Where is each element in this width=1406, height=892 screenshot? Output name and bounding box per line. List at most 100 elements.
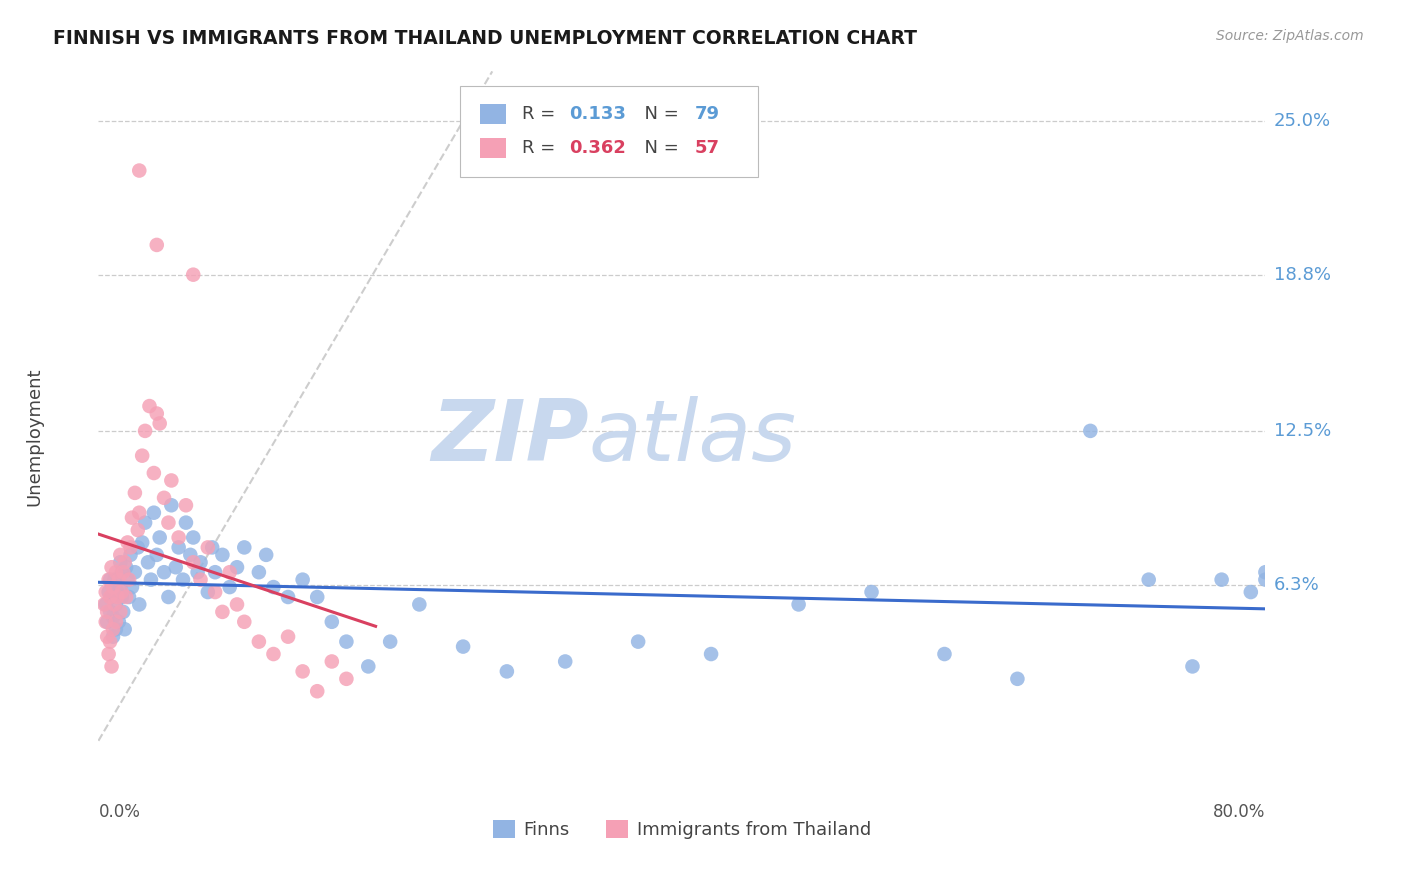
Point <box>97 647 120 661</box>
Point <box>146 548 169 562</box>
Text: 80.0%: 80.0% <box>1213 803 1265 821</box>
Point <box>211 548 233 562</box>
Point <box>211 605 233 619</box>
Point <box>100 659 122 673</box>
Point <box>190 573 212 587</box>
Text: 57: 57 <box>695 139 720 157</box>
Point <box>105 585 128 599</box>
Point <box>149 531 172 545</box>
Point <box>1254 573 1277 587</box>
Point <box>174 516 197 530</box>
Point <box>167 531 190 545</box>
Point <box>121 510 143 524</box>
Point <box>167 541 190 555</box>
Point <box>128 163 150 178</box>
Point <box>146 407 169 421</box>
Point <box>190 555 212 569</box>
Point <box>204 585 226 599</box>
Point <box>307 590 329 604</box>
Point <box>181 531 204 545</box>
Point <box>197 541 219 555</box>
Point <box>103 598 125 612</box>
Point <box>98 605 121 619</box>
Point <box>1211 573 1233 587</box>
Point <box>110 548 132 562</box>
Point <box>100 560 122 574</box>
Point <box>380 634 402 648</box>
Point <box>101 610 124 624</box>
Point <box>101 580 124 594</box>
Point <box>98 634 121 648</box>
Legend: Finns, Immigrants from Thailand: Finns, Immigrants from Thailand <box>485 813 879 847</box>
Point <box>117 535 139 549</box>
Point <box>134 424 156 438</box>
Point <box>247 565 270 579</box>
Point <box>105 590 128 604</box>
Point <box>128 598 150 612</box>
Point <box>104 598 127 612</box>
Point <box>98 573 121 587</box>
Point <box>110 555 132 569</box>
Point <box>142 466 165 480</box>
Point <box>108 573 131 587</box>
Point <box>134 516 156 530</box>
Point <box>110 605 132 619</box>
Point <box>860 585 883 599</box>
Point <box>94 615 117 629</box>
Point <box>120 548 142 562</box>
Point <box>96 605 118 619</box>
Point <box>1137 573 1160 587</box>
Point <box>408 598 430 612</box>
FancyBboxPatch shape <box>460 86 758 178</box>
Point <box>627 634 650 648</box>
Point <box>120 541 142 555</box>
Text: 6.3%: 6.3% <box>1274 575 1319 593</box>
Point <box>104 622 127 636</box>
Point <box>138 399 160 413</box>
Point <box>157 590 180 604</box>
Text: N =: N = <box>633 139 685 157</box>
Point <box>496 665 519 679</box>
Point <box>128 506 150 520</box>
Point <box>357 659 380 673</box>
Point <box>181 268 204 282</box>
Point <box>124 565 146 579</box>
Point <box>118 590 141 604</box>
Point <box>96 630 118 644</box>
Text: FINNISH VS IMMIGRANTS FROM THAILAND UNEMPLOYMENT CORRELATION CHART: FINNISH VS IMMIGRANTS FROM THAILAND UNEM… <box>53 29 918 47</box>
Point <box>233 541 256 555</box>
Point <box>114 622 136 636</box>
Text: 0.0%: 0.0% <box>98 803 141 821</box>
Point <box>104 565 127 579</box>
Text: N =: N = <box>633 104 685 123</box>
Point <box>160 498 183 512</box>
Point <box>118 573 141 587</box>
Point <box>131 535 153 549</box>
Point <box>94 598 117 612</box>
FancyBboxPatch shape <box>479 138 506 159</box>
Text: R =: R = <box>522 139 561 157</box>
Point <box>93 598 115 612</box>
Point <box>226 598 249 612</box>
Point <box>277 630 299 644</box>
Point <box>153 491 176 505</box>
Point <box>110 580 132 594</box>
Text: 0.362: 0.362 <box>568 139 626 157</box>
Point <box>174 498 197 512</box>
Point <box>139 573 162 587</box>
Point <box>127 541 149 555</box>
Point <box>277 590 299 604</box>
Point <box>160 474 183 488</box>
Point <box>218 580 240 594</box>
Text: 25.0%: 25.0% <box>1274 112 1331 130</box>
Point <box>157 516 180 530</box>
Point <box>96 615 118 629</box>
Point <box>1240 585 1263 599</box>
Point <box>218 565 240 579</box>
Point <box>172 573 194 587</box>
Point <box>101 630 124 644</box>
Point <box>335 672 357 686</box>
Point <box>131 449 153 463</box>
Point <box>103 573 125 587</box>
Point <box>181 555 204 569</box>
